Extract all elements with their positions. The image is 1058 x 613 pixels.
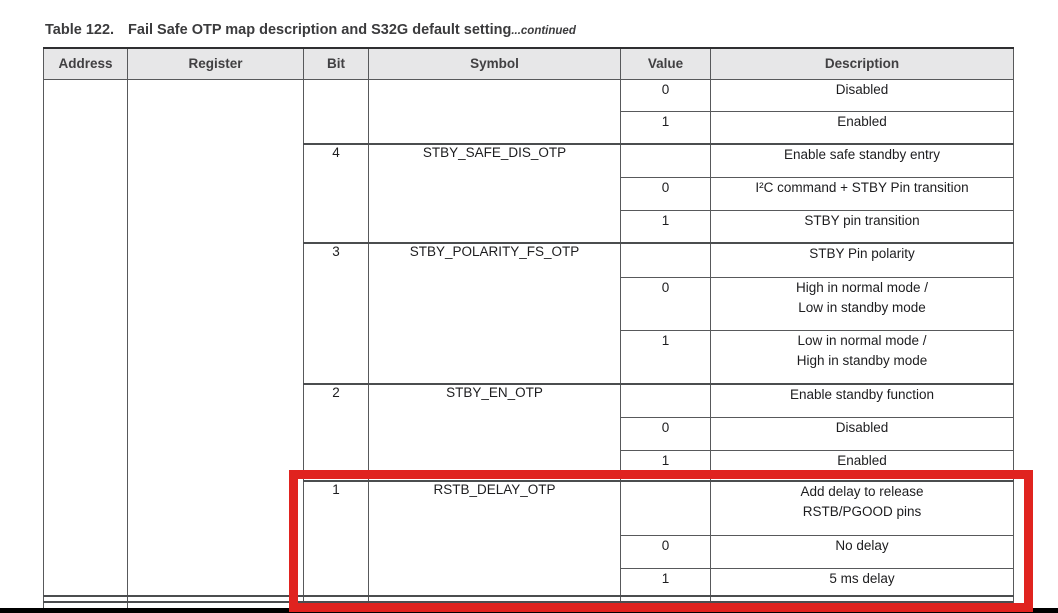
value-cell: 1 [620, 209, 711, 244]
table-row: 4 STBY_SAFE_DIS_OTP Enable safe standby … [44, 143, 1014, 244]
bit-cell: 1 [303, 480, 369, 597]
description-cell: Enable safe standby entry [710, 143, 1014, 178]
header-symbol: Symbol [368, 47, 621, 80]
table-row-highlighted: 1 RSTB_DELAY_OTP Add delay to release RS… [44, 480, 1014, 597]
bit-cell [303, 78, 369, 145]
value-cell: 1 [620, 329, 711, 385]
description-cell: Disabled [710, 78, 1014, 112]
description-cell: I²C command + STBY Pin transition [710, 176, 1014, 211]
value-cell: 0 [620, 78, 711, 112]
table-title-text: Fail Safe OTP map description and S32G d… [128, 22, 512, 38]
table-row: 0 I²C command + STBY Pin transition [44, 176, 1014, 211]
description-cell: Low in normal mode / High in standby mod… [710, 329, 1014, 385]
table-title-continued: ...continued [511, 25, 576, 37]
description-cell: High in normal mode / Low in standby mod… [710, 276, 1014, 331]
table-row: 1 Low in normal mode / High in standby m… [44, 329, 1014, 385]
header-address: Address [43, 47, 128, 80]
highlight-box [289, 470, 1033, 612]
table-row: 0 Disabled [44, 416, 1014, 451]
description-cell: STBY pin transition [710, 209, 1014, 244]
description-cell: Enable standby function [710, 383, 1014, 418]
description-cell: Enabled [710, 110, 1014, 145]
table-number: Table 122. [45, 22, 115, 38]
symbol-cell: STBY_SAFE_DIS_OTP [368, 143, 621, 244]
symbol-cell [368, 78, 621, 145]
address-cell [43, 78, 128, 597]
description-cell: STBY Pin polarity [710, 242, 1014, 278]
register-cell [127, 78, 304, 597]
table-row-highlighted: 1 5 ms delay [44, 567, 1014, 597]
description-cell: Disabled [710, 416, 1014, 451]
table-title: Table 122. Fail Safe OTP map description … [45, 22, 576, 38]
header-description: Description [710, 47, 1014, 80]
header-value: Value [620, 47, 711, 80]
table-header-row: Address Register Bit Symbol Value Descri… [43, 47, 1014, 80]
value-cell: 1 [620, 110, 711, 145]
value-cell: 0 [620, 176, 711, 211]
symbol-cell: STBY_EN_OTP [368, 383, 621, 482]
value-cell: 0 [620, 276, 711, 331]
table-row: 2 STBY_EN_OTP Enable standby function [44, 383, 1014, 482]
description-cell: No delay [710, 534, 1014, 569]
table-row: 0 Disabled [43, 78, 1014, 597]
table-row: 1 Enabled [44, 110, 1014, 145]
table-row: 0 High in normal mode / Low in standby m… [44, 276, 1014, 331]
otp-map-table: Address Register Bit Symbol Value Descri… [43, 47, 1014, 613]
table-divider-line [43, 601, 1013, 603]
bit-cell: 2 [303, 383, 369, 482]
value-cell [620, 383, 711, 418]
description-cell: Add delay to release RSTB/PGOOD pins [710, 480, 1014, 536]
symbol-cell: STBY_POLARITY_FS_OTP [368, 242, 621, 385]
value-cell [620, 242, 711, 278]
header-bit: Bit [303, 47, 369, 80]
symbol-cell: RSTB_DELAY_OTP [368, 480, 621, 597]
header-register: Register [127, 47, 304, 80]
bit-cell: 4 [303, 143, 369, 244]
bit-cell: 3 [303, 242, 369, 385]
value-cell: 0 [620, 416, 711, 451]
table-row-highlighted: 0 No delay [44, 534, 1014, 569]
value-cell [620, 143, 711, 178]
table-row: 3 STBY_POLARITY_FS_OTP STBY Pin polarity [44, 242, 1014, 385]
table-row: 1 STBY pin transition [44, 209, 1014, 244]
